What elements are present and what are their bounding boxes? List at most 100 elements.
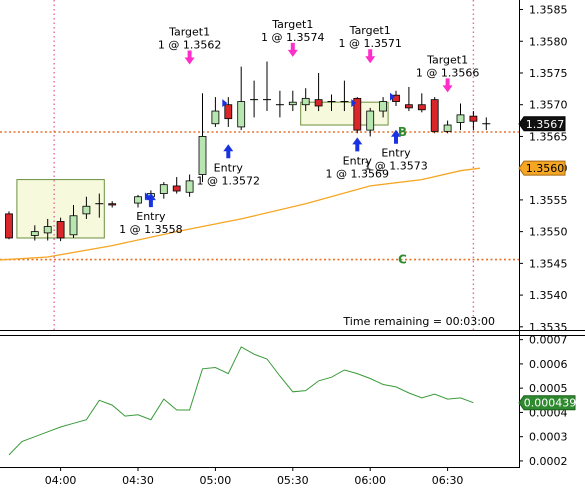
moving-average-line (0, 167, 480, 261)
time-remaining-label: Time remaining = 00:03:00 (342, 315, 495, 328)
candle-body (301, 97, 310, 106)
candle (482, 117, 491, 131)
candle (134, 194, 142, 208)
target-fill-label: 1 @ 1.3566 (416, 66, 479, 79)
candle (353, 97, 362, 134)
candle (69, 204, 78, 238)
indicator-y-tick-label: 0.0007 (529, 334, 568, 347)
candle (43, 218, 52, 241)
entry-arrow-icon (223, 144, 234, 159)
level-letter-marker: C (398, 253, 407, 267)
indicator-y-tick-label: 0.0006 (529, 358, 568, 371)
time-tick-label: 05:00 (200, 474, 232, 487)
price-y-tick-label: 1.3540 (529, 289, 568, 302)
candle (379, 97, 388, 118)
entry-label: Entry (136, 210, 166, 223)
entry-fill-label: 1 @ 1.3569 (326, 167, 389, 180)
level-letter-marker: B (398, 125, 407, 139)
candle-body (379, 101, 388, 112)
fill-flag-icon (390, 92, 395, 101)
candle-body (288, 101, 297, 106)
time-tick-label: 04:00 (45, 474, 77, 487)
entry-label: Entry (343, 154, 373, 167)
candle-body (30, 231, 39, 236)
candle (5, 211, 13, 240)
candle-body (469, 115, 478, 122)
candle-body (56, 221, 65, 239)
target-label: Target1 (271, 18, 313, 31)
candle-body (417, 104, 426, 111)
price-y-tick-label: 1.3555 (529, 194, 568, 207)
ma-price-tag-bg (518, 160, 566, 176)
entry-label: Entry (381, 147, 411, 160)
indicator-y-tick-label: 0.0003 (529, 431, 568, 444)
candle-body (198, 136, 207, 175)
indicator-value-tag-bg (518, 395, 576, 411)
target-label: Target1 (349, 24, 391, 37)
candle (288, 90, 297, 112)
target-label: Target1 (168, 25, 210, 38)
candle-body (82, 205, 91, 215)
candle (366, 107, 375, 137)
candle (56, 217, 65, 242)
last-price-tag: 1.3567 (518, 116, 566, 132)
fill-flag-icon (351, 99, 357, 108)
entry-label: Entry (214, 161, 244, 174)
candle-body (404, 104, 413, 109)
candle-body (5, 213, 13, 239)
entry-fill-label: 1 @ 1.3572 (197, 174, 260, 187)
time-tick-label: 04:30 (122, 474, 154, 487)
time-tick-label: 06:30 (432, 474, 464, 487)
candle (340, 80, 349, 112)
entry-arrow-icon (352, 137, 363, 152)
candle (95, 193, 104, 218)
price-y-tick-label: 1.3570 (529, 99, 568, 112)
price-panel-background (0, 0, 520, 331)
candle-body (224, 104, 233, 120)
candle-body (237, 101, 246, 128)
price-y-tick-label: 1.3565 (529, 130, 568, 143)
candle (404, 86, 413, 112)
candle (172, 177, 181, 194)
fill-flag-icon (222, 99, 228, 108)
target-arrow-icon (442, 78, 453, 93)
candle-body (185, 180, 194, 193)
candle-body (211, 110, 220, 125)
candle (185, 174, 194, 197)
candle-body (443, 124, 452, 132)
entry-fill-label: 1 @ 1.3573 (364, 160, 427, 173)
indicator-value-tag: 0.000439 (518, 395, 576, 411)
candle (211, 97, 220, 127)
candle (301, 88, 310, 112)
candle-body (456, 114, 465, 123)
target-arrow-icon (365, 49, 376, 64)
candle (430, 97, 439, 134)
candle-body (366, 110, 375, 131)
candle (198, 93, 207, 183)
candle-body (43, 226, 52, 234)
indicator-line (8, 346, 474, 456)
candle (263, 61, 271, 112)
candle (469, 111, 478, 131)
price-y-tick-label: 1.3585 (529, 4, 568, 17)
candle-body (172, 185, 181, 192)
candle-body (69, 215, 78, 236)
candle (237, 66, 246, 131)
candle (250, 80, 259, 118)
price-y-tick-label: 1.3535 (529, 321, 568, 334)
candle-body (134, 196, 142, 204)
candle (275, 90, 284, 118)
time-tick-label: 06:00 (354, 474, 386, 487)
candle (159, 182, 168, 199)
ma-price-tag: 1.3560 (518, 160, 566, 176)
candle-body (159, 184, 168, 194)
